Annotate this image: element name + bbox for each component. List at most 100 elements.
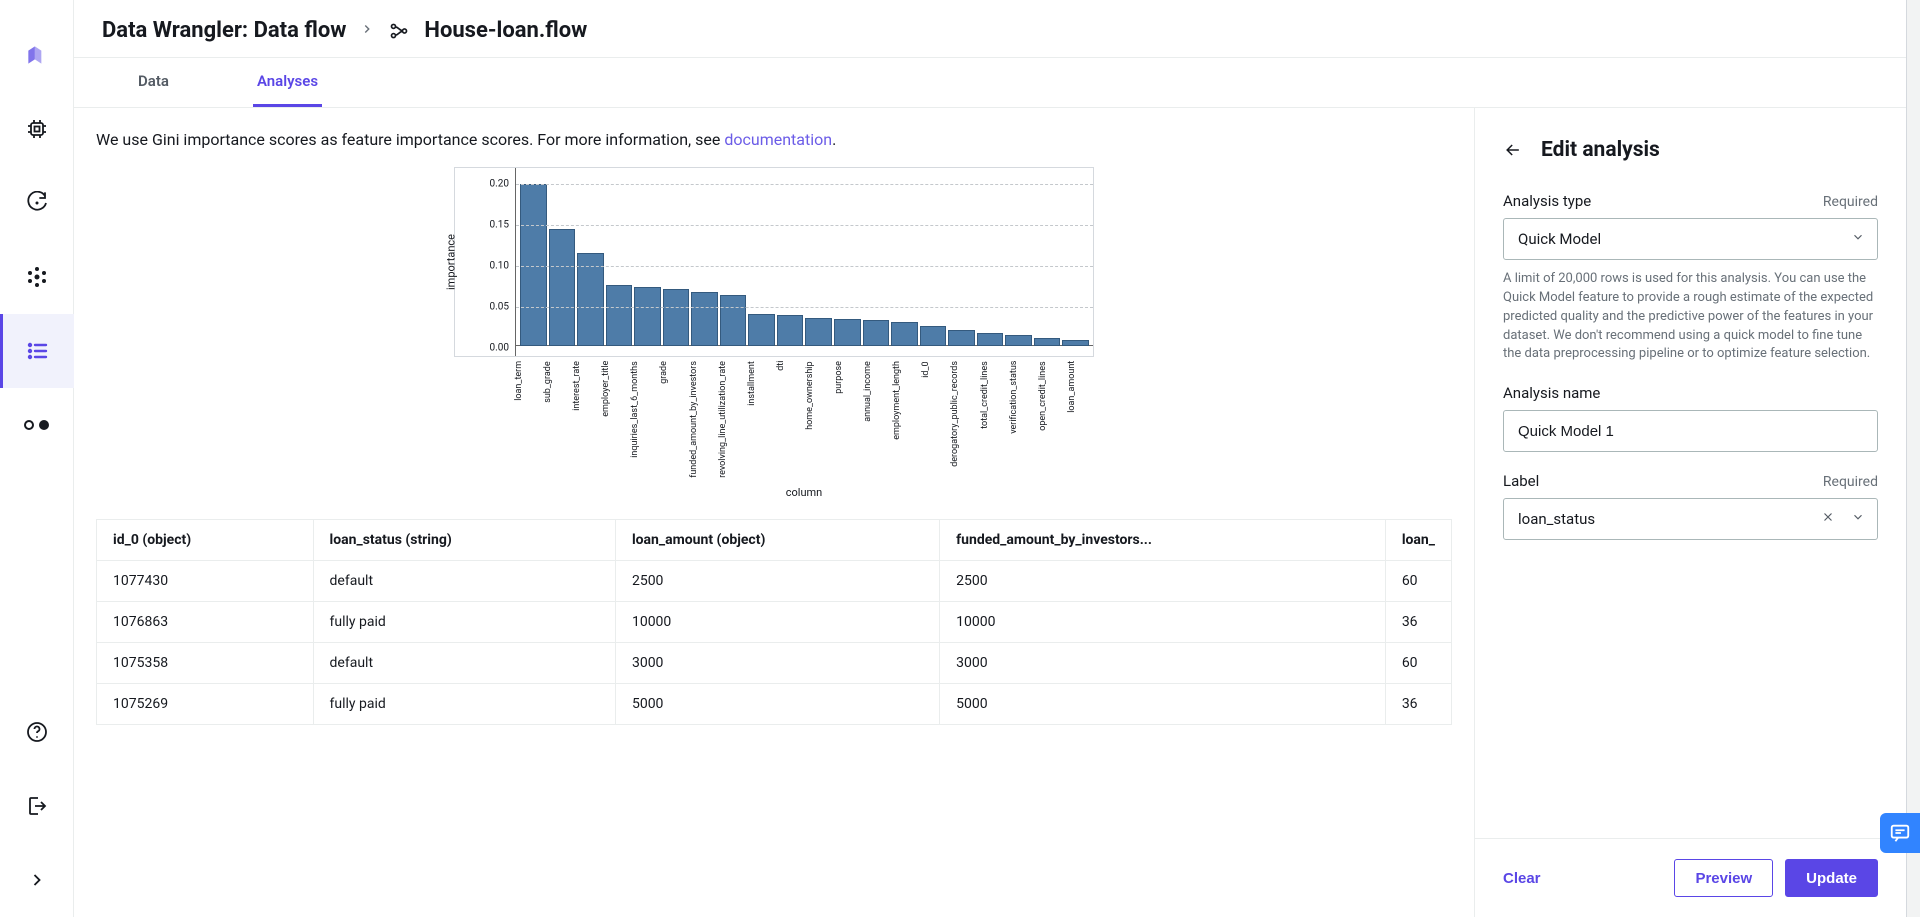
chart-bar xyxy=(1005,335,1032,346)
logout-icon[interactable] xyxy=(0,769,74,843)
table-cell: 5000 xyxy=(940,683,1386,724)
chart-xlabel-item: total_credit_lines xyxy=(980,357,1007,482)
table-column-header[interactable]: funded_amount_by_investors... xyxy=(940,519,1386,560)
table-cell: 3000 xyxy=(615,642,939,683)
table-cell: 5000 xyxy=(615,683,939,724)
breadcrumb-root[interactable]: Data Wrangler: Data flow xyxy=(102,18,346,43)
table-cell: 10000 xyxy=(615,601,939,642)
chart-xlabel: column xyxy=(454,486,1094,499)
chart-xlabel-item: revolving_line_utilization_rate xyxy=(718,357,745,482)
asterisk-icon[interactable] xyxy=(0,240,74,314)
table-cell: 2500 xyxy=(615,560,939,601)
chart-xlabel-item: verification_status xyxy=(1009,357,1036,482)
chart-bar xyxy=(549,229,576,346)
refresh-icon[interactable] xyxy=(0,166,74,240)
table-row[interactable]: 1077430default2500250060 xyxy=(97,560,1452,601)
update-button[interactable]: Update xyxy=(1785,859,1878,897)
chart-xlabel-item: loan_amount xyxy=(1067,357,1094,482)
chart-xlabel-item: loan_term xyxy=(514,357,541,482)
documentation-link[interactable]: documentation xyxy=(724,130,832,149)
table-cell: 10000 xyxy=(940,601,1386,642)
chart-bar xyxy=(634,287,661,346)
chevron-down-icon xyxy=(1851,510,1865,528)
expand-icon[interactable] xyxy=(0,843,74,917)
chart-xlabel-item: installment xyxy=(747,357,774,482)
chart-bar xyxy=(891,322,918,346)
table-row[interactable]: 1075358default3000300060 xyxy=(97,642,1452,683)
table-cell: 2500 xyxy=(940,560,1386,601)
chart-ytick: 0.10 xyxy=(490,261,510,272)
analysis-type-value: Quick Model xyxy=(1518,230,1601,248)
preview-button[interactable]: Preview xyxy=(1674,859,1773,897)
analysis-name-input[interactable] xyxy=(1503,410,1878,452)
table-cell: 1077430 xyxy=(97,560,314,601)
analysis-type-field: Analysis type Required Quick Model A lim… xyxy=(1503,192,1878,364)
chart-bar xyxy=(748,314,775,346)
table-column-header[interactable]: loan_ xyxy=(1385,519,1451,560)
analysis-type-label: Analysis type xyxy=(1503,192,1591,210)
explain-prefix: We use Gini importance scores as feature… xyxy=(96,130,724,149)
analysis-type-help: A limit of 20,000 rows is used for this … xyxy=(1503,270,1878,364)
chart-xlabel-item: inquiries_last_6_months xyxy=(630,357,657,482)
table-row[interactable]: 1076863fully paid100001000036 xyxy=(97,601,1452,642)
chart-bar xyxy=(720,295,747,346)
table-column-header[interactable]: loan_amount (object) xyxy=(615,519,939,560)
chart-xlabel-item: derogatory_public_records xyxy=(950,357,977,482)
table-cell: 3000 xyxy=(940,642,1386,683)
chart-bar xyxy=(977,333,1004,346)
tab-data[interactable]: Data xyxy=(134,58,173,107)
analysis-name-label: Analysis name xyxy=(1503,384,1600,402)
required-text: Required xyxy=(1823,474,1878,490)
chart-ytick: 0.00 xyxy=(490,343,510,354)
back-arrow-icon[interactable] xyxy=(1503,140,1523,160)
clear-selection-icon[interactable] xyxy=(1821,510,1835,528)
clear-button[interactable]: Clear xyxy=(1503,870,1541,887)
list-icon[interactable] xyxy=(0,314,74,388)
table-cell: fully paid xyxy=(313,683,615,724)
nav-rail xyxy=(0,0,74,917)
data-preview-table: id_0 (object)loan_status (string)loan_am… xyxy=(96,519,1452,725)
breadcrumb: Data Wrangler: Data flow House-loan.flow xyxy=(74,0,1906,58)
chevron-down-icon xyxy=(1851,230,1865,248)
logo-icon[interactable] xyxy=(0,18,74,92)
table-row[interactable]: 1075269fully paid5000500036 xyxy=(97,683,1452,724)
explain-suffix: . xyxy=(832,130,836,149)
explain-text: We use Gini importance scores as feature… xyxy=(96,130,1452,149)
chart-xlabel-item: id_0 xyxy=(921,357,948,482)
chart-bar xyxy=(1034,338,1061,346)
feature-importance-chart: importance 0.000.050.100.150.20 loan_ter… xyxy=(454,167,1094,499)
analysis-type-select[interactable]: Quick Model xyxy=(1503,218,1878,260)
chart-bar xyxy=(1062,340,1089,346)
chart-xlabel-item: interest_rate xyxy=(572,357,599,482)
label-field: Label Required loan_status xyxy=(1503,472,1878,540)
chart-bar xyxy=(606,285,633,346)
help-icon[interactable] xyxy=(0,695,74,769)
tab-analyses[interactable]: Analyses xyxy=(253,58,322,107)
toggle-icon[interactable] xyxy=(0,388,74,462)
chart-ytick: 0.15 xyxy=(490,220,510,231)
breadcrumb-flow-name[interactable]: House-loan.flow xyxy=(424,18,587,43)
scrollbar-gutter xyxy=(1906,0,1920,917)
tabs: Data Analyses xyxy=(74,58,1906,108)
label-select[interactable]: loan_status xyxy=(1503,498,1878,540)
table-cell: 1076863 xyxy=(97,601,314,642)
chat-fab-icon[interactable] xyxy=(1880,813,1920,853)
main-region: Data Wrangler: Data flow House-loan.flow… xyxy=(74,0,1906,917)
table-cell: default xyxy=(313,642,615,683)
chart-xlabel-item: funded_amount_by_investors xyxy=(689,357,716,482)
table-column-header[interactable]: loan_status (string) xyxy=(313,519,615,560)
chart-xlabel-item: home_ownership xyxy=(805,357,832,482)
table-column-header[interactable]: id_0 (object) xyxy=(97,519,314,560)
chart-bar xyxy=(948,330,975,346)
panel-title: Edit analysis xyxy=(1541,138,1660,162)
chip-icon[interactable] xyxy=(0,92,74,166)
chart-xlabel-item: sub_grade xyxy=(543,357,570,482)
table-cell: 60 xyxy=(1385,642,1451,683)
chart-bar xyxy=(805,318,832,346)
chart-bar xyxy=(834,319,861,346)
label-value: loan_status xyxy=(1518,510,1595,528)
table-cell: 60 xyxy=(1385,560,1451,601)
chart-xlabel-item: purpose xyxy=(834,357,861,482)
chart-bar xyxy=(777,315,804,346)
analysis-name-field: Analysis name xyxy=(1503,384,1878,452)
